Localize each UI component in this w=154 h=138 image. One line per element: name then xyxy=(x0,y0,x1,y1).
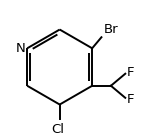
Text: N: N xyxy=(16,42,26,55)
Text: Br: Br xyxy=(103,23,118,36)
Text: F: F xyxy=(127,93,134,106)
Text: F: F xyxy=(127,66,134,79)
Text: Cl: Cl xyxy=(51,123,64,136)
